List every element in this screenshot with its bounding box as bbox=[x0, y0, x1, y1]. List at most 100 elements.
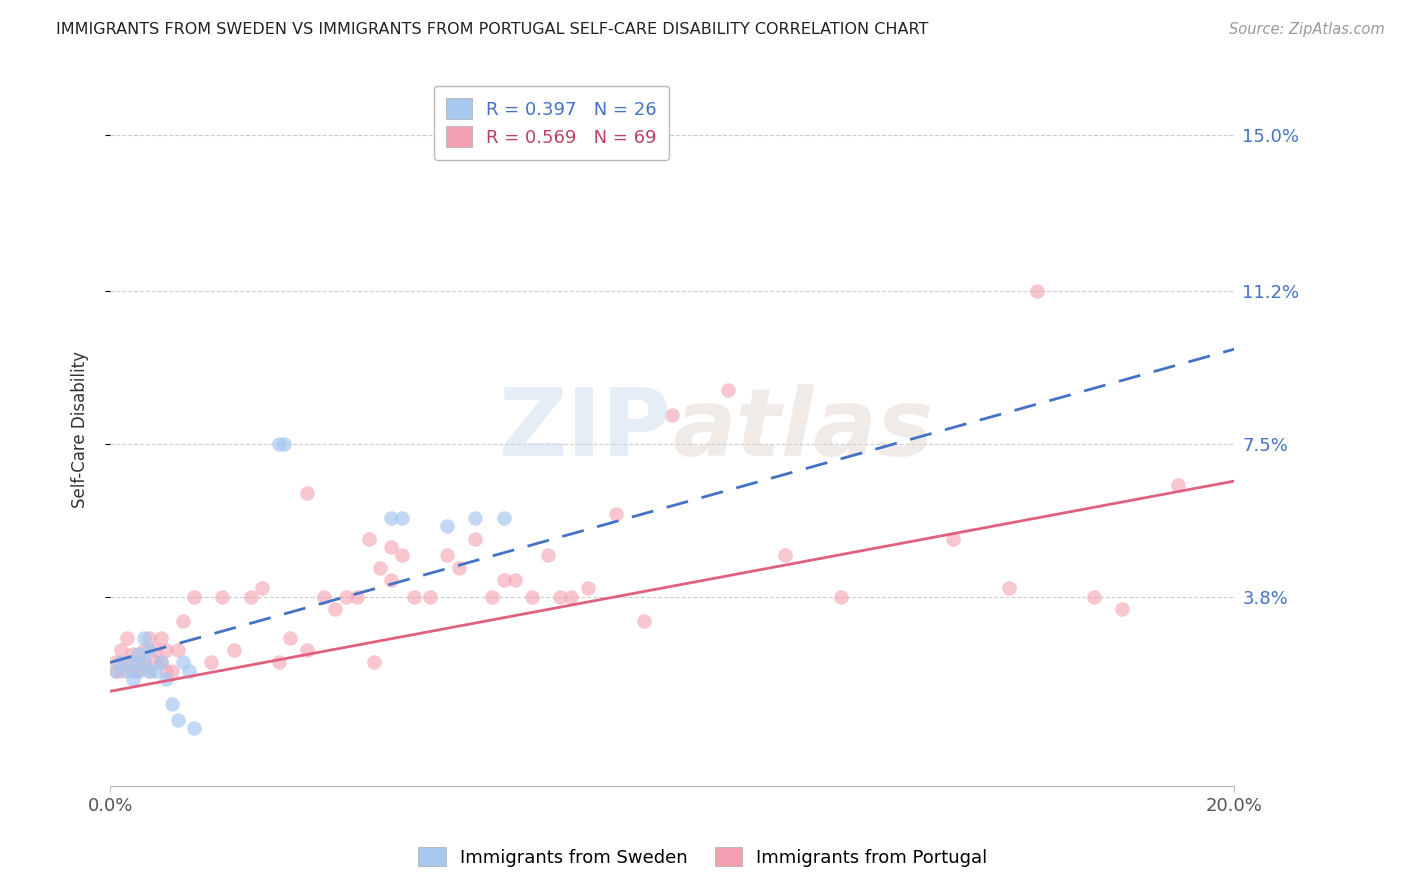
Text: ZIP: ZIP bbox=[499, 384, 672, 475]
Point bbox=[273, 437, 295, 451]
Point bbox=[155, 672, 177, 686]
Point bbox=[391, 511, 413, 525]
Point bbox=[717, 384, 740, 398]
Point bbox=[138, 631, 160, 645]
Point bbox=[492, 573, 515, 587]
Point bbox=[548, 590, 571, 604]
Point bbox=[172, 656, 194, 670]
Point bbox=[239, 590, 262, 604]
Text: IMMIGRANTS FROM SWEDEN VS IMMIGRANTS FROM PORTUGAL SELF-CARE DISABILITY CORRELAT: IMMIGRANTS FROM SWEDEN VS IMMIGRANTS FRO… bbox=[56, 22, 928, 37]
Point bbox=[492, 511, 515, 525]
Point bbox=[160, 664, 183, 678]
Point bbox=[143, 664, 166, 678]
Point bbox=[1111, 602, 1133, 616]
Y-axis label: Self-Care Disability: Self-Care Disability bbox=[72, 351, 89, 508]
Point bbox=[380, 573, 402, 587]
Point bbox=[149, 656, 172, 670]
Point bbox=[132, 656, 155, 670]
Point bbox=[121, 647, 143, 661]
Point bbox=[138, 664, 160, 678]
Point bbox=[357, 532, 380, 546]
Point bbox=[942, 532, 965, 546]
Point bbox=[132, 643, 155, 657]
Point bbox=[211, 590, 233, 604]
Point bbox=[177, 664, 200, 678]
Point bbox=[143, 656, 166, 670]
Point bbox=[419, 590, 441, 604]
Legend: Immigrants from Sweden, Immigrants from Portugal: Immigrants from Sweden, Immigrants from … bbox=[412, 840, 994, 874]
Point bbox=[402, 590, 425, 604]
Point bbox=[155, 643, 177, 657]
Point bbox=[127, 664, 149, 678]
Point bbox=[160, 697, 183, 711]
Point bbox=[1026, 285, 1049, 299]
Point bbox=[132, 631, 155, 645]
Point bbox=[368, 560, 391, 574]
Point bbox=[278, 631, 301, 645]
Point bbox=[149, 631, 172, 645]
Point bbox=[110, 656, 132, 670]
Point bbox=[436, 549, 458, 563]
Point bbox=[830, 590, 852, 604]
Point bbox=[200, 656, 222, 670]
Point bbox=[481, 590, 503, 604]
Point bbox=[127, 664, 149, 678]
Point bbox=[138, 664, 160, 678]
Point bbox=[537, 549, 560, 563]
Point bbox=[346, 590, 368, 604]
Point bbox=[447, 560, 470, 574]
Point bbox=[267, 656, 290, 670]
Point bbox=[132, 656, 155, 670]
Point bbox=[110, 664, 132, 678]
Point bbox=[380, 540, 402, 554]
Point bbox=[633, 614, 655, 628]
Point bbox=[183, 590, 205, 604]
Point bbox=[110, 643, 132, 657]
Point bbox=[115, 664, 138, 678]
Point bbox=[121, 656, 143, 670]
Point bbox=[127, 647, 149, 661]
Point bbox=[250, 581, 273, 595]
Point bbox=[576, 581, 599, 595]
Point bbox=[172, 614, 194, 628]
Point bbox=[520, 590, 543, 604]
Point bbox=[121, 664, 143, 678]
Point bbox=[143, 643, 166, 657]
Point bbox=[295, 486, 318, 500]
Point bbox=[503, 573, 526, 587]
Point bbox=[312, 590, 335, 604]
Point bbox=[127, 656, 149, 670]
Point bbox=[998, 581, 1021, 595]
Point bbox=[104, 664, 127, 678]
Point bbox=[138, 643, 160, 657]
Text: Source: ZipAtlas.com: Source: ZipAtlas.com bbox=[1229, 22, 1385, 37]
Point bbox=[464, 532, 486, 546]
Point bbox=[605, 507, 627, 521]
Point bbox=[104, 664, 127, 678]
Point bbox=[560, 590, 582, 604]
Point bbox=[323, 602, 346, 616]
Legend: R = 0.397   N = 26, R = 0.569   N = 69: R = 0.397 N = 26, R = 0.569 N = 69 bbox=[434, 86, 669, 160]
Point bbox=[773, 549, 796, 563]
Point bbox=[267, 437, 290, 451]
Point bbox=[166, 713, 188, 727]
Point bbox=[149, 656, 172, 670]
Point bbox=[335, 590, 357, 604]
Point bbox=[183, 722, 205, 736]
Point bbox=[155, 664, 177, 678]
Point bbox=[1083, 590, 1105, 604]
Point bbox=[115, 656, 138, 670]
Point bbox=[436, 519, 458, 533]
Point bbox=[295, 643, 318, 657]
Point bbox=[1167, 478, 1189, 492]
Text: atlas: atlas bbox=[672, 384, 934, 475]
Point bbox=[115, 631, 138, 645]
Point bbox=[380, 511, 402, 525]
Point bbox=[222, 643, 245, 657]
Point bbox=[661, 408, 683, 422]
Point bbox=[363, 656, 385, 670]
Point bbox=[104, 656, 127, 670]
Point bbox=[166, 643, 188, 657]
Point bbox=[464, 511, 486, 525]
Point bbox=[391, 549, 413, 563]
